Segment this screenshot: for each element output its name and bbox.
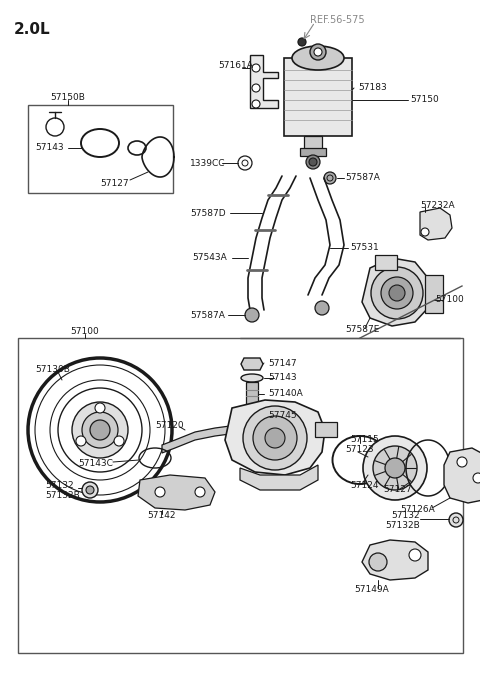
Circle shape [72, 402, 128, 458]
Text: 57140A: 57140A [268, 389, 303, 399]
Circle shape [381, 277, 413, 309]
Text: 57142: 57142 [148, 511, 176, 521]
Polygon shape [225, 400, 325, 475]
Text: 57587A: 57587A [345, 174, 380, 182]
Text: 57161A: 57161A [218, 60, 253, 70]
Circle shape [371, 267, 423, 319]
Text: 57745: 57745 [268, 410, 297, 420]
Text: 57123: 57123 [345, 445, 373, 454]
Circle shape [385, 458, 405, 478]
Polygon shape [240, 465, 318, 490]
Circle shape [363, 436, 427, 500]
Circle shape [473, 473, 480, 483]
Text: 57150B: 57150B [50, 94, 85, 102]
Text: 57132B: 57132B [45, 492, 80, 500]
Text: 57143: 57143 [268, 374, 297, 382]
Bar [304, 136, 322, 150]
Text: 57130B: 57130B [35, 365, 70, 374]
Text: 57143C: 57143C [78, 458, 113, 468]
Circle shape [82, 412, 118, 448]
Text: 57232A: 57232A [420, 201, 455, 210]
Circle shape [243, 406, 307, 470]
Circle shape [252, 64, 260, 72]
Circle shape [309, 158, 317, 166]
Text: 57149A: 57149A [355, 586, 389, 595]
Text: 57587A: 57587A [190, 311, 225, 319]
Polygon shape [444, 448, 480, 503]
Circle shape [76, 436, 86, 446]
Circle shape [310, 44, 326, 60]
Text: 57132: 57132 [45, 481, 73, 490]
Circle shape [457, 457, 467, 467]
Bar [28, 105, 173, 193]
Bar [315, 422, 337, 437]
Text: 57150: 57150 [410, 96, 439, 104]
Text: REF.56-575: REF.56-575 [310, 15, 365, 25]
Bar [425, 275, 443, 313]
Circle shape [155, 487, 165, 497]
Bar [245, 412, 259, 423]
Text: 57120: 57120 [155, 420, 184, 429]
Text: 57127: 57127 [101, 178, 129, 188]
Circle shape [315, 301, 329, 315]
Circle shape [373, 446, 417, 490]
Text: 57543A: 57543A [192, 254, 227, 262]
Circle shape [369, 553, 387, 571]
Circle shape [252, 84, 260, 92]
Text: 2.0L: 2.0L [14, 22, 50, 37]
Circle shape [252, 100, 260, 108]
Circle shape [421, 228, 429, 236]
Circle shape [253, 416, 297, 460]
Polygon shape [138, 475, 215, 510]
Circle shape [82, 482, 98, 498]
Text: 57132B: 57132B [385, 521, 420, 530]
Circle shape [314, 48, 322, 56]
Bar [375, 255, 397, 270]
Circle shape [195, 487, 205, 497]
Text: 57587D: 57587D [190, 209, 226, 218]
Polygon shape [162, 426, 238, 453]
Text: 57126A: 57126A [400, 506, 435, 515]
Circle shape [114, 436, 124, 446]
Circle shape [245, 308, 259, 322]
Ellipse shape [241, 374, 263, 382]
Circle shape [298, 38, 306, 46]
Text: 1339CC: 1339CC [190, 159, 226, 167]
Circle shape [389, 285, 405, 301]
Text: 57115: 57115 [350, 435, 379, 445]
Text: 57531: 57531 [350, 243, 379, 252]
Ellipse shape [292, 46, 344, 70]
Polygon shape [420, 208, 452, 240]
Polygon shape [250, 55, 278, 108]
Text: 57147: 57147 [268, 359, 297, 367]
Polygon shape [362, 540, 428, 580]
Circle shape [86, 486, 94, 494]
Text: 57183: 57183 [358, 83, 387, 92]
Text: 57100: 57100 [435, 296, 464, 304]
Bar [246, 382, 258, 410]
Circle shape [90, 420, 110, 440]
Text: 57100: 57100 [70, 327, 99, 336]
Circle shape [265, 428, 285, 448]
Text: 57143: 57143 [35, 144, 64, 153]
Circle shape [306, 155, 320, 169]
Bar [300, 148, 326, 156]
Bar [284, 58, 352, 136]
Circle shape [449, 513, 463, 527]
Text: 57587E: 57587E [345, 325, 379, 334]
Polygon shape [362, 258, 428, 326]
Polygon shape [241, 358, 263, 370]
Text: 57124: 57124 [350, 481, 379, 490]
Bar [18, 338, 463, 653]
Circle shape [95, 403, 105, 413]
Circle shape [324, 172, 336, 184]
Text: 57127: 57127 [383, 485, 412, 494]
Text: 57132: 57132 [391, 511, 420, 521]
Circle shape [409, 549, 421, 561]
